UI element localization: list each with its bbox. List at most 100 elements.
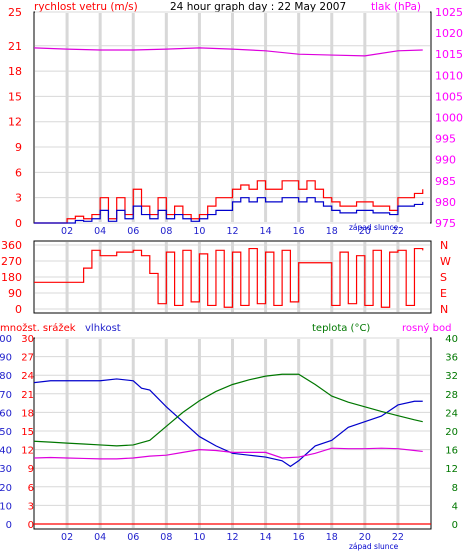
y-tick-label: 1015 xyxy=(435,48,463,61)
y-tick-label: 270 xyxy=(1,255,22,268)
x-tick-label: 08 xyxy=(160,226,172,237)
series-group-1 xyxy=(33,47,424,224)
y-tick-label: 21 xyxy=(8,40,22,53)
y-tick-label-rain: 6 xyxy=(28,483,34,494)
x-tick-label: 08 xyxy=(160,532,172,543)
y-tick-label-humidity: 10 xyxy=(0,501,12,512)
y-tick-label: 985 xyxy=(435,175,456,188)
y-tick-label-temperature: 28 xyxy=(445,390,458,401)
y-tick-label: 12 xyxy=(8,116,22,129)
y-tick-label-humidity: 90 xyxy=(0,353,12,364)
y-tick-label: 360 xyxy=(1,239,22,252)
y-right-label-temperature: teplota (°C) xyxy=(312,323,370,334)
y-tick-label-rain: 15 xyxy=(21,427,34,438)
x-tick-label: 20 xyxy=(359,226,371,237)
chart-title: 24 hour graph day : 22 May 2007 xyxy=(170,1,346,13)
plot-frame-2 xyxy=(33,240,432,314)
y-tick-label-temperature: 12 xyxy=(445,464,458,475)
x-tick-label: 04 xyxy=(94,226,106,237)
y-tick-label-humidity: 20 xyxy=(0,483,12,494)
y-tick-label: 9 xyxy=(15,141,22,154)
x-tick-label: 06 xyxy=(127,226,139,237)
x-tick-label: 18 xyxy=(326,532,338,543)
compass-mark: W xyxy=(440,255,451,268)
y-tick-label-temperature: 40 xyxy=(445,334,458,345)
y-tick-label-rain: 30 xyxy=(21,334,34,345)
series-wind-direction xyxy=(34,247,424,308)
y-right-label-pressure: tlak (hPa) xyxy=(371,1,421,13)
y-tick-label-humidity: 30 xyxy=(0,464,12,475)
y-tick-label-rain: 12 xyxy=(21,446,34,457)
x-ticks-1: 02 04 06 08 10 12 14 16 18 20 22 xyxy=(61,226,404,237)
y-tick-label-humidity: 100 xyxy=(0,334,12,345)
y-tick-label: 1020 xyxy=(435,27,463,40)
x-tick-label: 22 xyxy=(392,226,404,237)
y-left-ticks-wind: 0 3 6 9 12 15 18 21 25 xyxy=(8,6,22,230)
y-tick-label: 995 xyxy=(435,133,456,146)
y-right-label-dewpoint: rosný bod xyxy=(402,322,451,334)
y-tick-label-temperature: 8 xyxy=(452,483,458,494)
y-tick-label-humidity: 40 xyxy=(0,446,12,457)
y-tick-label-rain: 9 xyxy=(28,464,34,475)
x-tick-label: 14 xyxy=(260,532,272,543)
compass-mark: N xyxy=(440,303,448,316)
y-left-label-humidity: vlhkost xyxy=(85,323,121,334)
gridlines-3 xyxy=(35,337,430,528)
y-tick-label: 3 xyxy=(15,192,22,205)
y-tick-label: 0 xyxy=(15,303,22,316)
compass-mark: E xyxy=(440,287,447,300)
series-line xyxy=(34,180,424,224)
y-tick-label-temperature: 36 xyxy=(445,353,458,364)
y-tick-label-humidity: 60 xyxy=(0,408,12,419)
y-tick-label: 990 xyxy=(435,154,456,167)
x-tick-label: 22 xyxy=(392,532,404,543)
y-ticks-rain: 0 3 6 9 12 15 18 21 24 27 30 xyxy=(21,334,34,531)
y-tick-label-rain: 21 xyxy=(21,390,34,401)
y-tick-label-humidity: 0 xyxy=(6,520,12,531)
y-ticks-humidity: 0 10 20 30 40 50 60 70 80 90 100 xyxy=(0,334,12,531)
y-tick-label: 15 xyxy=(8,90,22,103)
y-tick-label-humidity: 70 xyxy=(0,390,12,401)
y-tick-label-temperature: 0 xyxy=(452,520,458,531)
y-tick-label: 1000 xyxy=(435,112,463,125)
y-tick-label-temperature: 20 xyxy=(445,427,458,438)
y-tick-label-temperature: 4 xyxy=(452,501,458,512)
y-left-label-wind: rychlost vetru (m/s) xyxy=(34,1,138,13)
x-tick-label: 10 xyxy=(193,226,205,237)
y-tick-label-temperature: 16 xyxy=(445,446,458,457)
y-tick-label-rain: 27 xyxy=(21,353,34,364)
panel-wind-pressure: rychlost vetru (m/s) 24 hour graph day :… xyxy=(8,1,463,237)
x-tick-label: 02 xyxy=(61,226,73,237)
x-tick-label: 06 xyxy=(127,532,139,543)
x-ticks-3: 02 04 06 08 10 12 14 16 18 20 22 xyxy=(61,532,404,543)
y-tick-label: 1025 xyxy=(435,6,463,19)
y-ticks-direction: 0 90 180 270 360 xyxy=(1,239,22,316)
x-tick-label: 20 xyxy=(359,532,371,543)
y-tick-label: 0 xyxy=(15,217,22,230)
y-tick-label: 6 xyxy=(15,166,22,179)
y-tick-label: 1010 xyxy=(435,69,463,82)
y-tick-label-rain: 24 xyxy=(21,371,34,382)
y-right-ticks-pressure: 975 980 985 990 995 1000 1005 1010 1015 1020 1025 xyxy=(435,6,463,230)
y-tick-label: 25 xyxy=(8,6,22,19)
compass-mark: N xyxy=(440,239,448,252)
x-tick-label: 16 xyxy=(293,226,305,237)
x-tick-label: 12 xyxy=(226,532,238,543)
y-tick-label-humidity: 50 xyxy=(0,427,12,438)
x-tick-label: 14 xyxy=(260,226,272,237)
sunset-label-1: západ slunce xyxy=(349,223,399,232)
y-tick-label-rain: 18 xyxy=(21,408,34,419)
panel-humidity-temperature: množst. srážek vlhkost teplota (°C) rosn… xyxy=(0,322,458,551)
series-line xyxy=(33,378,423,468)
y-tick-label-temperature: 24 xyxy=(445,408,458,419)
x-tick-label: 12 xyxy=(226,226,238,237)
x-tick-label: 04 xyxy=(94,532,106,543)
y-tick-label-rain: 0 xyxy=(28,520,34,531)
series-line xyxy=(33,47,423,57)
compass-mark: S xyxy=(440,271,447,284)
series-group-3 xyxy=(33,373,431,525)
